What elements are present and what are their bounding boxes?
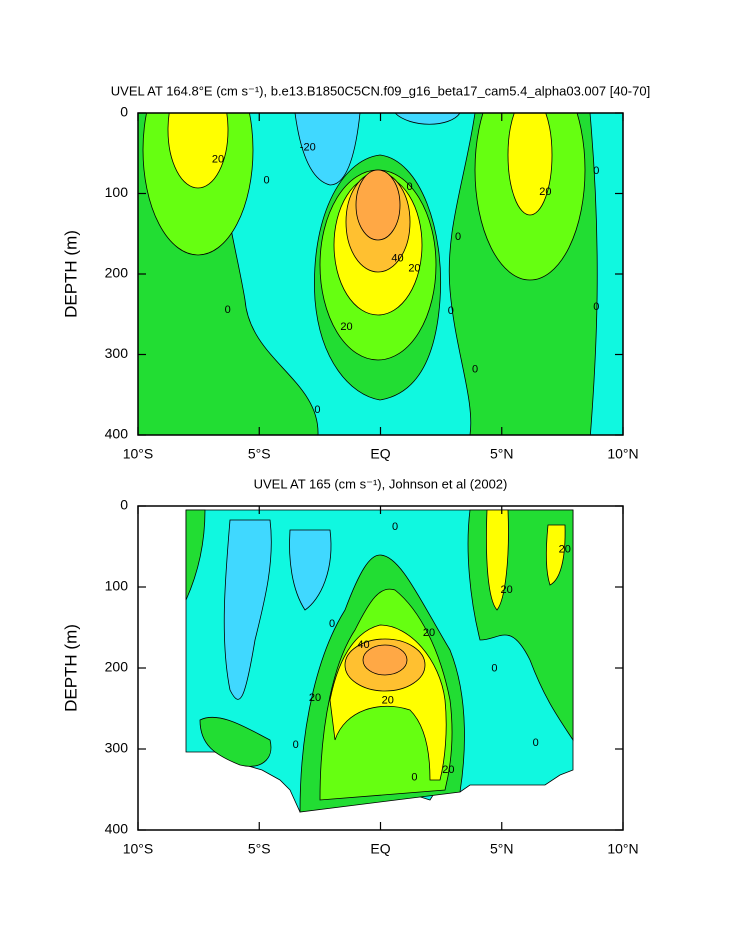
x-tick-label: 10°N — [607, 446, 638, 462]
contour-label: 0 — [455, 231, 461, 243]
contour-label: 20 — [382, 694, 394, 706]
x-tick-label: 10°S — [123, 841, 154, 857]
y-tick-label: 100 — [105, 184, 129, 200]
contour-label: 40 — [391, 253, 403, 265]
y-tick-label: 400 — [105, 426, 129, 442]
contour-label: 20 — [340, 321, 352, 333]
contour-label: 20 — [539, 186, 551, 198]
contour-label: 0 — [329, 618, 335, 630]
x-tick-label: 5°S — [248, 841, 271, 857]
contour-label: 0 — [448, 305, 454, 317]
y-axis-label: DEPTH (m) — [61, 230, 80, 318]
y-tick-label: 200 — [105, 659, 129, 675]
contour-label: 0 — [593, 165, 599, 177]
y-tick-label: 100 — [105, 578, 129, 594]
contour-label: 20 — [500, 584, 512, 596]
contour-label: 0 — [314, 404, 320, 416]
contour-label: 0 — [411, 771, 417, 783]
contour-label: 0 — [491, 663, 497, 675]
contour-fill — [138, 113, 623, 435]
x-tick-label: 10°S — [123, 446, 154, 462]
y-tick-label: 300 — [105, 740, 129, 756]
contour-label: -20 — [300, 142, 316, 154]
contour-label: 20 — [309, 692, 321, 704]
contour-label: 20 — [423, 627, 435, 639]
contour-label: 0 — [293, 739, 299, 751]
x-tick-label: 5°N — [490, 446, 514, 462]
x-tick-label: EQ — [370, 841, 390, 857]
x-tick-label: 5°S — [248, 446, 271, 462]
y-tick-label: 200 — [105, 265, 129, 281]
contour-label: 0 — [472, 364, 478, 376]
x-tick-label: EQ — [370, 446, 390, 462]
contour-label: 40 — [357, 639, 369, 651]
y-tick-label: 0 — [120, 497, 128, 513]
contour-fill — [185, 509, 574, 813]
contour-label: 0 — [407, 181, 413, 193]
x-tick-label: 10°N — [607, 841, 638, 857]
contour-label: 0 — [392, 521, 398, 533]
contour-label: 0 — [533, 737, 539, 749]
y-tick-label: 400 — [105, 821, 129, 837]
contour-label: 20 — [212, 154, 224, 166]
contour-label: 0 — [225, 304, 231, 316]
contour-label: 20 — [408, 262, 420, 274]
x-tick-label: 5°N — [490, 841, 514, 857]
contour-label: 0 — [263, 175, 269, 187]
contour-label: 20 — [559, 544, 571, 556]
y-tick-label: 300 — [105, 345, 129, 361]
y-axis-label: DEPTH (m) — [61, 624, 80, 712]
chart-title: UVEL AT 165 (cm s⁻¹), Johnson et al (200… — [254, 476, 508, 491]
contour-label: 0 — [593, 301, 599, 313]
y-tick-label: 0 — [120, 104, 128, 120]
contour-label: 20 — [442, 764, 454, 776]
chart-title: UVEL AT 164.8°E (cm s⁻¹), b.e13.B1850C5C… — [111, 83, 650, 98]
